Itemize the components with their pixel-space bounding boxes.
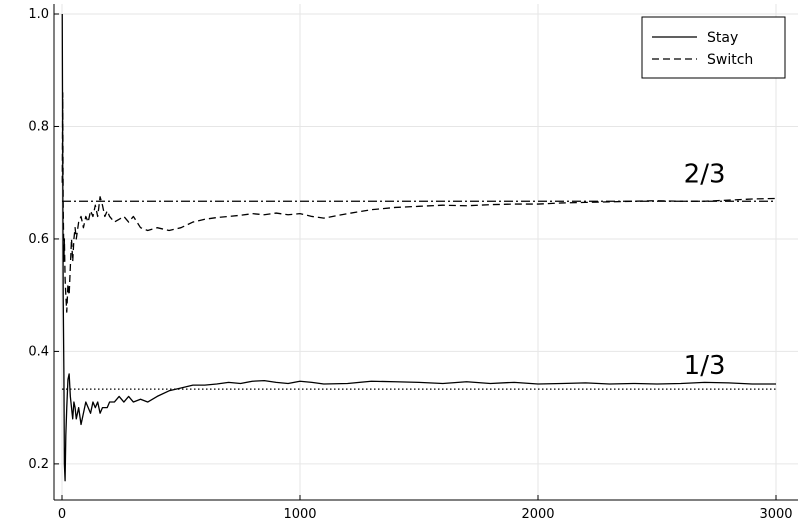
grid (54, 4, 798, 500)
y-tick-label: 0.4 (28, 344, 49, 359)
annotation-one-third: 1/3 (684, 351, 726, 381)
annotation-two-thirds: 2/3 (684, 160, 726, 190)
x-tick-label: 3000 (759, 507, 792, 521)
legend-label-stay: Stay (707, 30, 738, 46)
series (61, 13, 777, 482)
series-line-switch (61, 92, 777, 313)
annotations: 2/3 1/3 (684, 160, 726, 381)
y-tick-label: 0.8 (28, 119, 49, 134)
legend-box (641, 16, 786, 79)
x-tick-label: 2000 (521, 507, 554, 521)
series-line-stay (61, 13, 776, 482)
y-tick-label: 1.0 (28, 7, 49, 22)
legend: Stay Switch (641, 16, 786, 79)
axes: 0 1000 2000 3000 0.2 0.4 0.6 0.8 1.0 (28, 4, 798, 521)
x-tick-label: 0 (58, 507, 66, 521)
x-tick-label: 1000 (283, 507, 316, 521)
y-tick-label: 0.2 (28, 457, 49, 472)
y-tick-label: 0.6 (28, 232, 49, 247)
legend-label-switch: Switch (707, 52, 753, 68)
